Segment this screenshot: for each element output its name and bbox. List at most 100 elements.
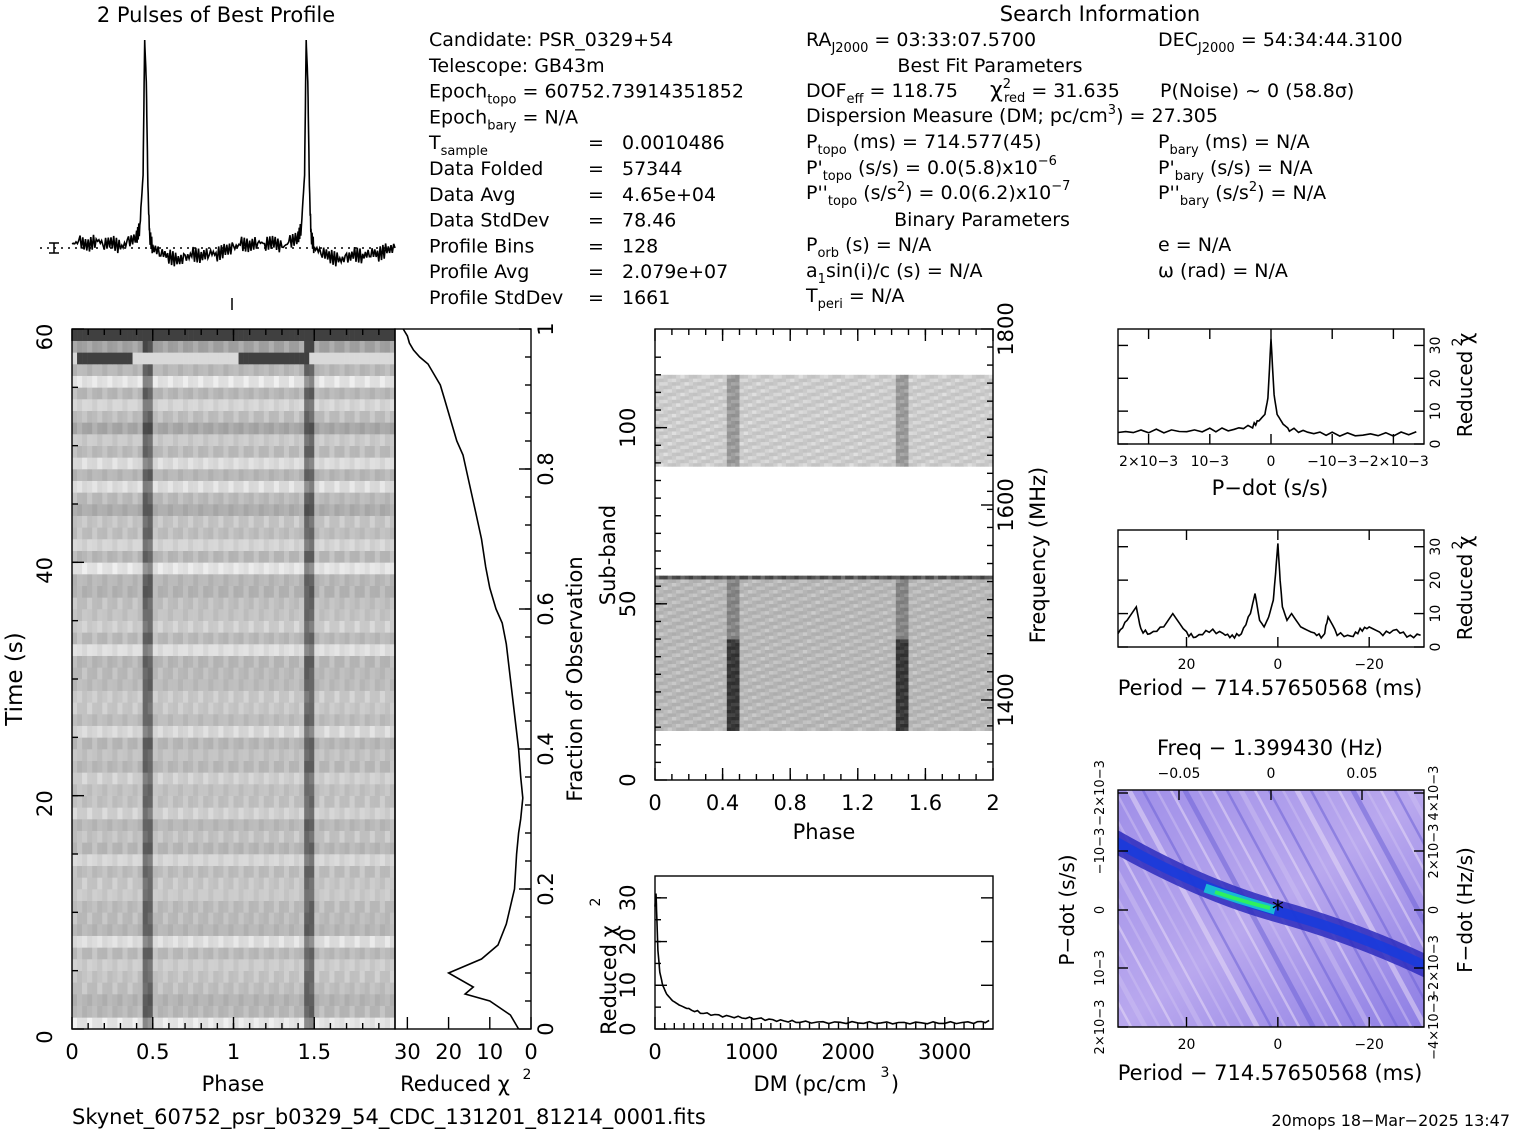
heatmap-cell [294, 469, 300, 481]
heatmap-cell [319, 469, 325, 481]
heatmap-cell [258, 597, 265, 610]
heatmap-cell [735, 723, 740, 728]
heatmap-cell [273, 842, 280, 855]
heatmap-cell [904, 709, 909, 714]
info-value: 0.0010486 [622, 132, 725, 154]
heatmap-cell [233, 889, 239, 901]
heatmap-cell [324, 539, 330, 551]
heatmap-cell [967, 688, 973, 693]
heatmap-cell [253, 329, 260, 341]
heatmap-cell [933, 723, 939, 728]
heatmap-cell [132, 422, 138, 435]
heatmap-cell [289, 492, 295, 505]
heatmap-cell [72, 632, 78, 645]
heatmap-cell [329, 387, 335, 400]
heatmap-cell [359, 667, 366, 680]
heatmap-cell [379, 340, 386, 353]
heatmap-cell [329, 959, 335, 971]
heatmap-cell [223, 644, 229, 656]
heatmap-cell [203, 329, 209, 341]
heatmap-cell [811, 688, 816, 693]
heatmap-cell [203, 562, 209, 575]
heatmap-cell [193, 644, 199, 656]
heatmap-cell [929, 702, 935, 707]
heatmap-cell [878, 709, 884, 714]
heatmap-cell [152, 469, 159, 481]
heatmap-cell [233, 784, 239, 796]
heatmap-cell [258, 504, 265, 516]
heatmap-cell [349, 399, 355, 411]
heatmap-cell [177, 679, 184, 691]
heatmap-cell [198, 842, 204, 855]
heatmap-cell [177, 340, 184, 353]
heatmap-cell [147, 609, 154, 621]
heatmap-cell [162, 865, 169, 878]
heatmap-cell [294, 795, 300, 808]
heatmap-cell [739, 706, 745, 710]
heatmap-cell [208, 760, 214, 773]
heatmap-cell [147, 632, 154, 645]
heatmap-cell [364, 399, 371, 411]
heatmap-cell [954, 709, 960, 714]
heatmap-cell [676, 720, 681, 724]
heatmap-cell [117, 410, 123, 423]
heatmap-cell [942, 695, 947, 700]
heatmap-cell [384, 597, 391, 610]
heatmap-cell [107, 784, 113, 796]
heatmap-cell [309, 807, 315, 820]
heatmap-cell [107, 329, 113, 341]
heatmap-cell [334, 399, 340, 411]
heatmap-cell [339, 562, 345, 575]
heatmap-cell [218, 924, 224, 936]
heatmap-cell [319, 795, 325, 808]
heatmap-cell [900, 691, 905, 696]
heatmap-cell [735, 691, 740, 696]
heatmap-cell [273, 737, 280, 750]
heatmap-cell [389, 375, 396, 388]
heatmap-cell [132, 480, 138, 493]
heatmap-cell [676, 709, 681, 714]
heatmap-cell [223, 480, 229, 493]
heatmap-cell [263, 784, 270, 796]
heatmap-cell [329, 1005, 335, 1018]
heatmap-cell [883, 691, 888, 696]
heatmap-cell [77, 714, 83, 726]
heatmap-cell [152, 492, 159, 505]
heatmap-cell [162, 819, 169, 831]
heatmap-cell [334, 1005, 340, 1018]
heatmap-cell [167, 679, 174, 691]
heatmap-cell [268, 865, 275, 878]
x-tick-label: 30 [394, 1040, 421, 1064]
heatmap-cell [162, 539, 169, 551]
heatmap-cell [253, 410, 260, 423]
heatmap-cell [294, 329, 300, 341]
heatmap-cell [208, 725, 214, 738]
heatmap-cell [208, 795, 214, 808]
heatmap-cell [364, 1005, 371, 1018]
heatmap-cell [273, 702, 280, 715]
heatmap-cell [324, 877, 330, 890]
heatmap-cell [359, 737, 366, 750]
heatmap-cell [122, 877, 128, 890]
dm-value: Dispersion Measure (DM; pc/cm3) = 27.305 [806, 103, 1218, 127]
heatmap-cell [162, 982, 169, 995]
heatmap-cell [895, 706, 901, 710]
heatmap-cell [198, 772, 204, 785]
heatmap-cell [299, 994, 305, 1006]
heatmap-cell [794, 713, 799, 717]
heatmap-cell [334, 889, 340, 901]
heatmap-cell [263, 702, 270, 715]
heatmap-cell [349, 329, 355, 341]
heatmap-cell [193, 924, 199, 936]
heatmap-cell [233, 690, 239, 703]
heatmap-cell [289, 644, 295, 656]
heatmap-cell [273, 830, 280, 843]
heatmap-cell [283, 690, 290, 703]
heatmap-cell [102, 830, 108, 843]
heatmap-cell [193, 1005, 199, 1018]
heatmap-cell [87, 994, 93, 1006]
heatmap-cell [208, 679, 214, 691]
heatmap-cell [72, 597, 78, 610]
heatmap-cell [369, 667, 376, 680]
heatmap-cell [87, 504, 93, 516]
